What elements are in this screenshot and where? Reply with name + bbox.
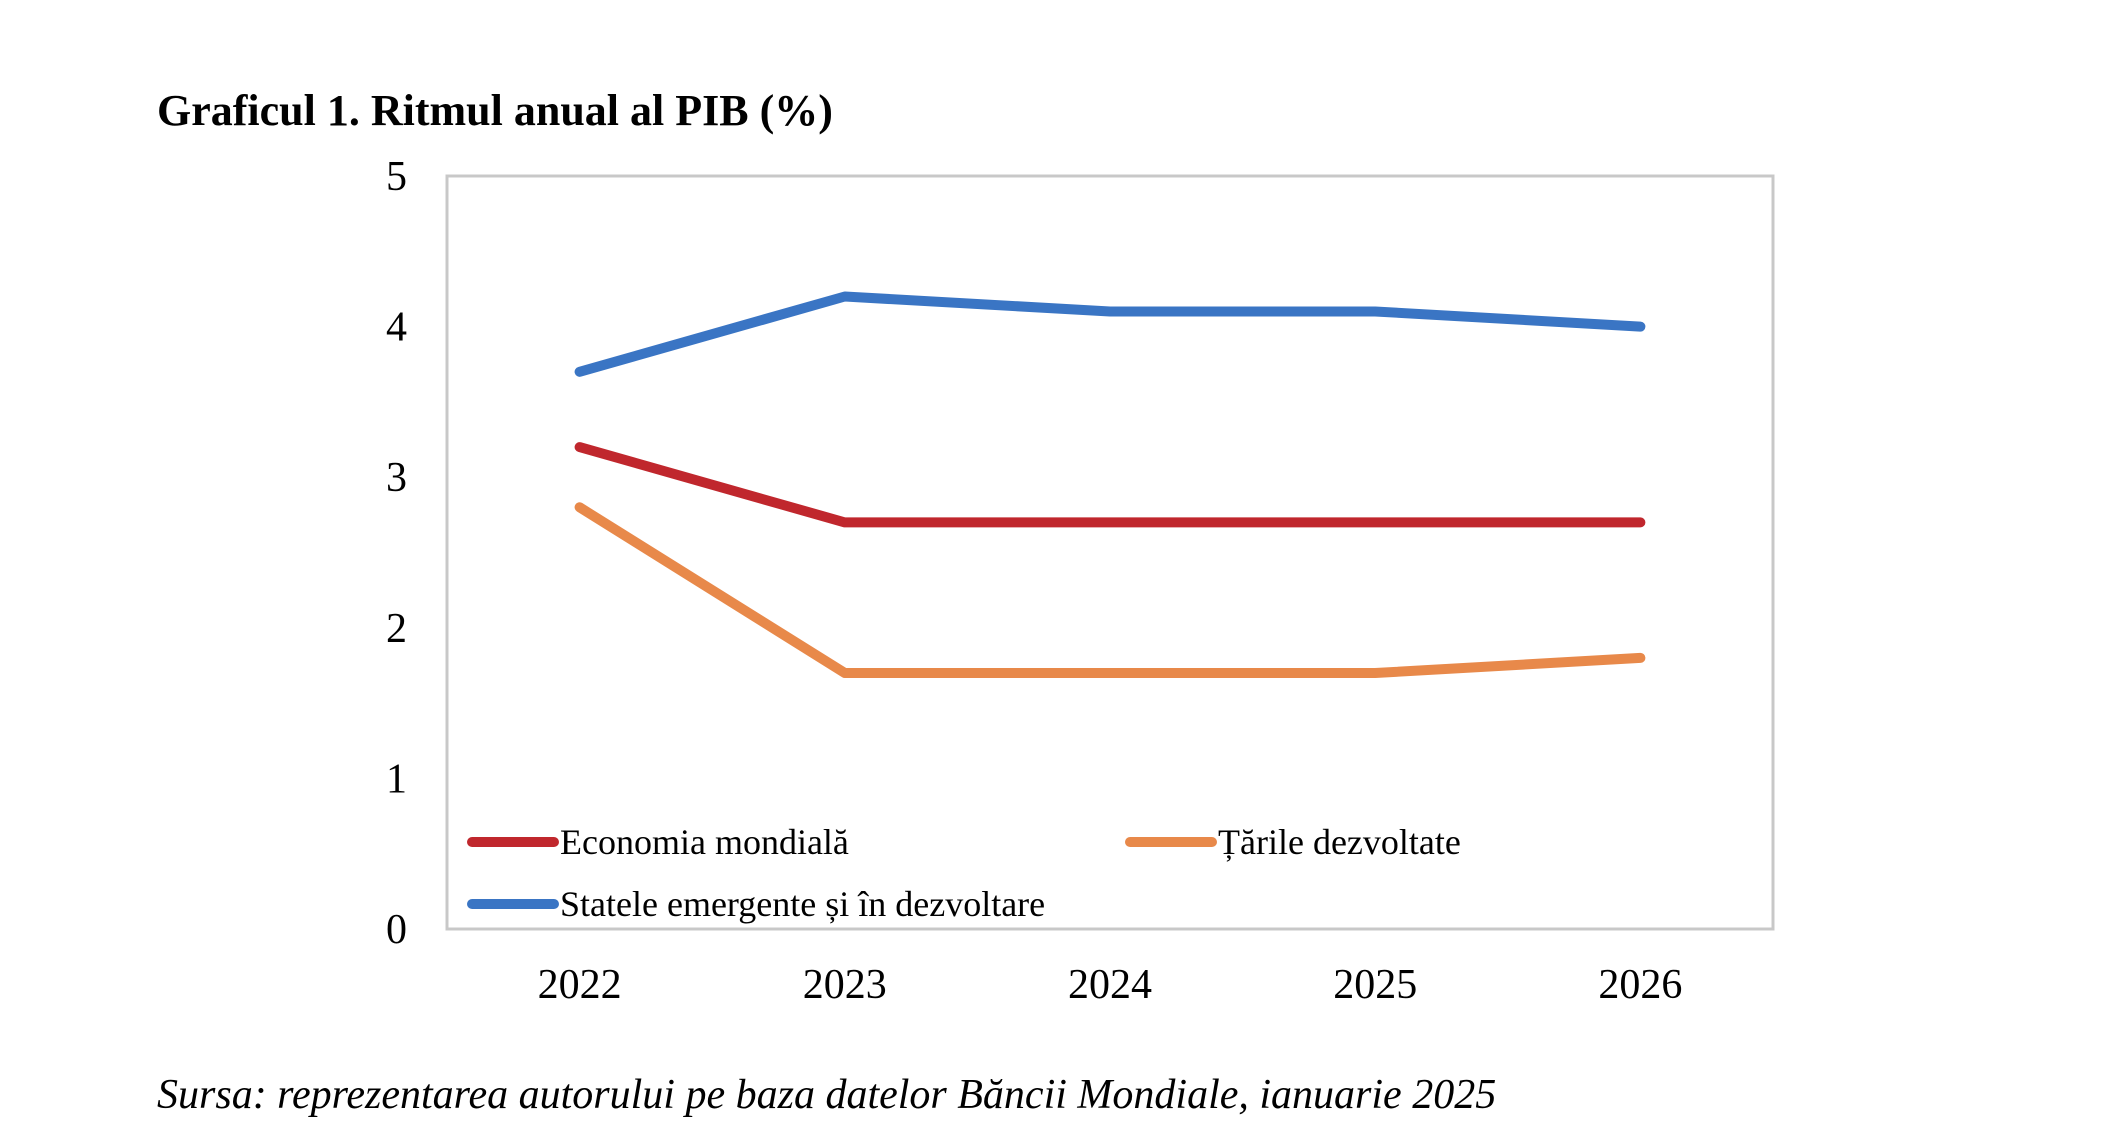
- x-tick-label-4: 2026: [1598, 962, 1682, 1008]
- legend-label-1: Țările dezvoltate: [1218, 822, 1461, 862]
- chart-title: Graficul 1. Ritmul anual al PIB (%): [157, 86, 833, 135]
- legend: Economia mondială Țările dezvoltate Statel…: [467, 822, 1461, 924]
- series-line-2: [574, 291, 1646, 377]
- series-lines: [574, 291, 1646, 678]
- x-axis-tick-labels: 2022 2023 2024 2025 2026: [538, 962, 1683, 1008]
- y-tick-label-0: 0: [386, 907, 407, 953]
- y-tick-label-4: 4: [386, 305, 407, 351]
- legend-label-2: Statele emergente și în dezvoltare: [560, 884, 1045, 924]
- x-tick-label-2: 2024: [1068, 962, 1152, 1008]
- legend-label-0: Economia mondială: [560, 822, 849, 862]
- plot-area-frame: [445, 174, 1775, 931]
- y-axis-tick-labels: 0 1 2 3 4 5: [386, 154, 407, 953]
- series-line-0: [574, 442, 1646, 528]
- x-tick-label-1: 2023: [803, 962, 887, 1008]
- series-line-1: [574, 502, 1646, 678]
- y-tick-label-2: 2: [386, 606, 407, 652]
- x-tick-label-3: 2025: [1333, 962, 1417, 1008]
- y-tick-label-1: 1: [386, 756, 407, 802]
- y-tick-label-3: 3: [386, 455, 407, 501]
- chart-source-note: Sursa: reprezentarea autorului pe baza d…: [157, 1072, 1496, 1118]
- y-tick-label-5: 5: [386, 154, 407, 200]
- x-tick-label-0: 2022: [538, 962, 622, 1008]
